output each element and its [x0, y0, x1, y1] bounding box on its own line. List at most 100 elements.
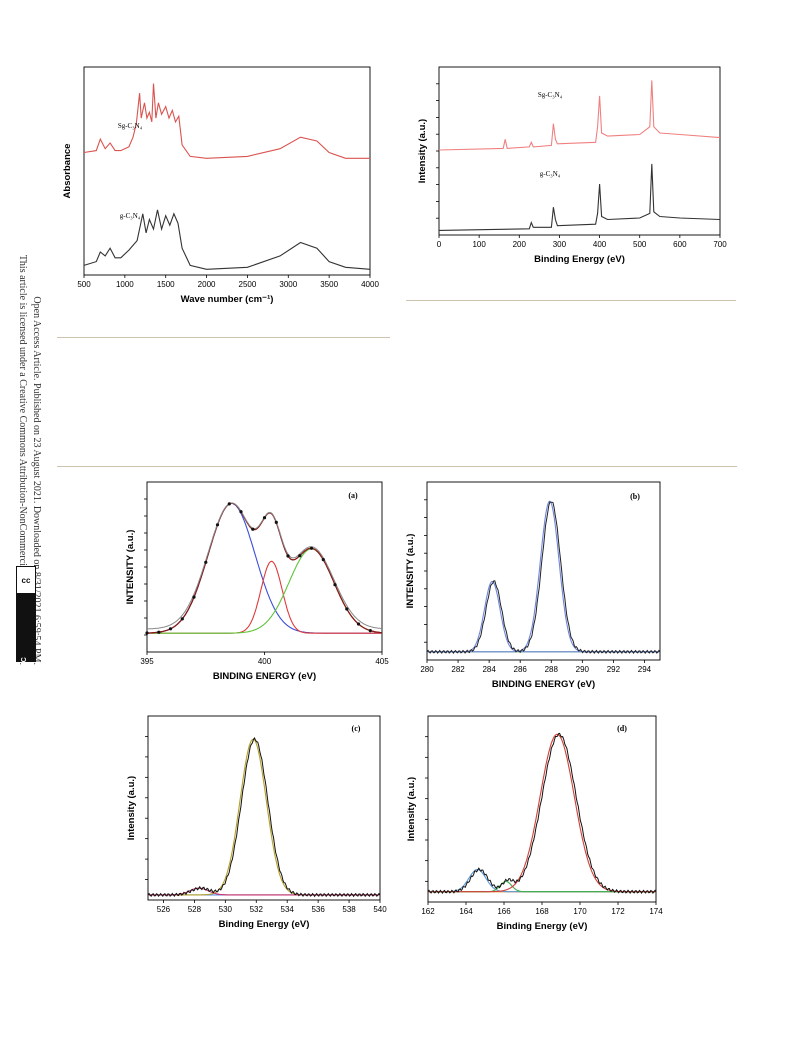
data-point [215, 523, 220, 527]
x-tick-label: 1000 [116, 280, 134, 289]
data-point [180, 617, 184, 621]
creative-commons-badge[interactable]: cc BY-NC [16, 566, 36, 681]
series-line [438, 163, 721, 231]
x-tick-label: 500 [77, 280, 91, 289]
series-line [83, 83, 370, 159]
data-point [251, 527, 255, 531]
fit-component-line [427, 580, 660, 653]
data-point [168, 627, 173, 631]
fit-component-line [147, 560, 382, 634]
x-tick-label: 2000 [198, 280, 216, 289]
x-tick-label: 170 [573, 907, 587, 916]
fit-component-line [427, 500, 660, 653]
x-tick-label: 280 [420, 665, 434, 674]
series-label: g-C₃N₄ [120, 212, 141, 220]
plot-frame [83, 66, 371, 276]
plot-frame [438, 66, 721, 236]
series-label: g-C₃N₄ [540, 170, 561, 178]
x-tick-label: 168 [535, 907, 549, 916]
ftir-chart: 500 1000 1500 2000 2500 3000 3500 4000 Wave numb… [62, 66, 379, 305]
x-tick-label: 3000 [279, 280, 297, 289]
data-point [345, 607, 349, 611]
x-axis-label: BINDING ENERGY (eV) [213, 671, 316, 682]
data-point [309, 546, 314, 550]
data-point [145, 631, 149, 635]
x-tick-label: 3500 [320, 280, 338, 289]
y-axis-label: Intensity (a.u.) [417, 119, 428, 183]
x-tick-label: 284 [482, 665, 496, 674]
y-axis-label: INTENSITY (a.u.) [125, 530, 136, 605]
x-tick-label: 166 [497, 907, 511, 916]
x-tick-label: 2500 [239, 280, 257, 289]
panel-label: (c) [352, 724, 361, 733]
x-tick-label: 100 [472, 240, 486, 249]
panel-label: (a) [348, 491, 358, 500]
data-point [298, 554, 302, 558]
data-point [356, 622, 361, 626]
data-point [368, 629, 372, 633]
measured-line [427, 732, 657, 895]
x-tick-label: 286 [514, 665, 528, 674]
data-point [262, 516, 267, 520]
x-tick-label: 532 [250, 905, 264, 914]
x-tick-label: 400 [258, 657, 272, 666]
x-tick-label: 162 [421, 907, 435, 916]
plot-frame [427, 715, 657, 903]
x-tick-label: 200 [513, 240, 527, 249]
panel-label: (b) [630, 492, 640, 501]
divider-rule [57, 466, 737, 467]
x-tick-label: 1500 [157, 280, 175, 289]
x-axis-label: BINDING ENERGY (eV) [492, 679, 595, 690]
x-tick-label: 164 [459, 907, 473, 916]
x-tick-label: 4000 [361, 280, 379, 289]
x-tick-label: 282 [451, 665, 465, 674]
plot-frame [147, 715, 381, 901]
data-point [192, 595, 196, 599]
y-axis-label: Absorbance [62, 144, 73, 199]
measured-line [147, 737, 381, 898]
x-tick-label: 500 [633, 240, 647, 249]
divider-rule [406, 300, 736, 301]
y-axis-label: INTENSITY (a.u.) [405, 534, 416, 609]
series-line [438, 80, 721, 151]
data-point [333, 583, 337, 587]
c1s-chart: 280 282 284 286 288 290 292 294 BINDING ENERGY (… [405, 481, 661, 690]
x-tick-label: 292 [607, 665, 621, 674]
cc-icon: cc [21, 575, 31, 585]
fit-component-line [148, 738, 380, 896]
x-tick-label: 405 [375, 657, 389, 666]
y-axis-label: Intensity (a.u.) [126, 776, 137, 840]
data-point [321, 558, 325, 562]
data-point [157, 630, 161, 634]
x-tick-label: 540 [373, 905, 387, 914]
o1s-chart: 526 528 530 532 534 536 538 540 Binding Energy (… [126, 715, 387, 930]
x-tick-label: 538 [342, 905, 356, 914]
panel-label: (d) [617, 724, 627, 733]
x-tick-label: 400 [593, 240, 607, 249]
data-point [227, 502, 231, 506]
fit-component-line [428, 733, 656, 893]
envelope-line [147, 502, 383, 634]
series-line [83, 209, 371, 270]
measured-line [426, 501, 661, 654]
data-point [274, 520, 278, 524]
x-tick-label: 526 [157, 905, 171, 914]
x-axis-label: Binding Energy (eV) [219, 919, 310, 930]
x-tick-label: 700 [713, 240, 727, 249]
x-tick-label: 600 [673, 240, 687, 249]
x-tick-label: 288 [545, 665, 559, 674]
x-tick-label: 290 [576, 665, 590, 674]
series-label: Sg-C₃N₄ [118, 122, 143, 130]
plot-frame [146, 481, 383, 653]
x-axis-label: Binding Energy (eV) [497, 921, 588, 932]
x-tick-label: 395 [140, 657, 154, 666]
x-tick-label: 530 [219, 905, 233, 914]
x-tick-label: 172 [611, 907, 625, 916]
s2p-chart: 162 164 166 168 170 172 174 Binding Energy (eV)… [406, 715, 663, 932]
x-tick-label: 300 [553, 240, 567, 249]
divider-rule [57, 337, 390, 338]
n1s-chart: 395 400 405 BINDING ENERGY (eV) INTENSITY (a… [125, 481, 389, 682]
license-terms: BY-NC [21, 656, 28, 681]
fit-component-line [147, 502, 382, 634]
x-tick-label: 536 [311, 905, 325, 914]
